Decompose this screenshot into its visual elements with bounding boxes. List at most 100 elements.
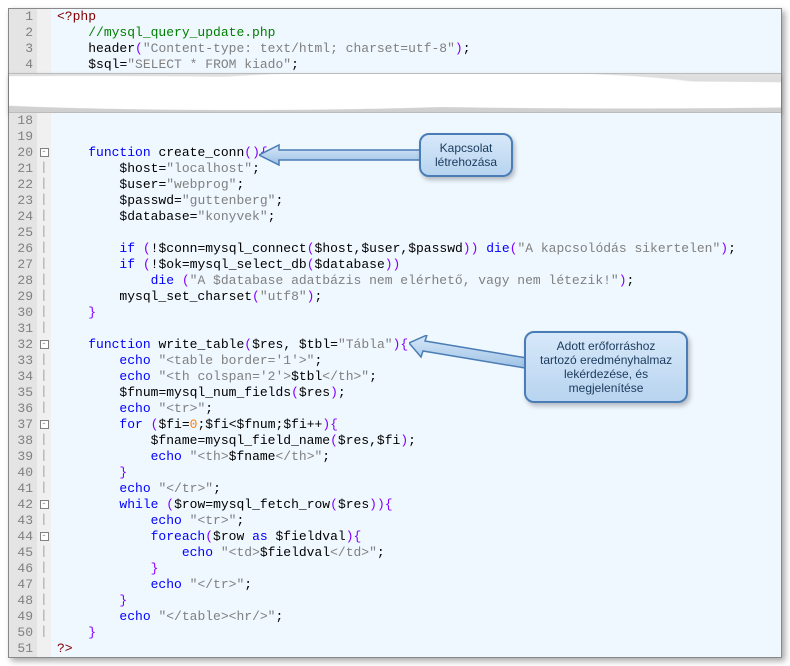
code-text: echo "<td>$fieldval</td>"; (51, 545, 781, 561)
fold-gutter: │ (37, 225, 51, 241)
code-line: 4 $sql="SELECT * FROM kiado"; (9, 57, 781, 73)
code-line: 23│ $passwd="guttenberg"; (9, 193, 781, 209)
code-text: } (51, 561, 781, 577)
callout-arrow-2 (409, 335, 539, 375)
fold-gutter: │ (37, 401, 51, 417)
code-text: die ("A $database adatbázis nem elérhető… (51, 273, 781, 289)
code-text: //mysql_query_update.php (51, 25, 781, 41)
code-line: 18 (9, 113, 781, 129)
line-number: 44 (9, 529, 37, 545)
line-number: 35 (9, 385, 37, 401)
code-text: foreach($row as $fieldval){ (51, 529, 781, 545)
line-number: 30 (9, 305, 37, 321)
line-number: 45 (9, 545, 37, 561)
callout-connection: Kapcsolat létrehozása (419, 133, 513, 177)
code-text: <?php (51, 9, 781, 25)
fold-gutter: │ (37, 577, 51, 593)
fold-gutter: │ (37, 481, 51, 497)
line-number: 27 (9, 257, 37, 273)
code-line: 38│ $fname=mysql_field_name($res,$fi); (9, 433, 781, 449)
line-number: 32 (9, 337, 37, 353)
callout-write-table: Adott erőforráshoz tartozó eredményhalma… (524, 331, 688, 403)
code-line: 37- for ($fi=0;$fi<$fnum;$fi++){ (9, 417, 781, 433)
code-line: 24│ $database="konyvek"; (9, 209, 781, 225)
code-text: echo "<tr>"; (51, 513, 781, 529)
fold-gutter[interactable]: - (37, 497, 51, 513)
code-line: 28│ die ("A $database adatbázis nem elér… (9, 273, 781, 289)
fold-gutter[interactable]: - (37, 417, 51, 433)
fold-gutter: │ (37, 433, 51, 449)
fold-gutter[interactable]: - (37, 529, 51, 545)
fold-toggle-icon[interactable]: - (40, 500, 49, 509)
fold-gutter: │ (37, 545, 51, 561)
fold-gutter (37, 113, 51, 129)
line-number: 23 (9, 193, 37, 209)
code-line: 22│ $user="webprog"; (9, 177, 781, 193)
fold-toggle-icon[interactable]: - (40, 148, 49, 157)
callout-text: megjelenítése (569, 381, 644, 395)
fold-toggle-icon[interactable]: - (40, 420, 49, 429)
callout-text: létrehozása (435, 155, 497, 169)
fold-gutter[interactable]: - (37, 145, 51, 161)
line-number: 38 (9, 433, 37, 449)
code-block-top: 1<?php2 //mysql_query_update.php3 header… (9, 9, 781, 73)
line-number: 25 (9, 225, 37, 241)
code-text: $database="konyvek"; (51, 209, 781, 225)
code-line: 45│ echo "<td>$fieldval</td>"; (9, 545, 781, 561)
fold-gutter: │ (37, 369, 51, 385)
code-text: header("Content-type: text/html; charset… (51, 41, 781, 57)
line-number: 22 (9, 177, 37, 193)
callout-arrow-1 (259, 141, 429, 175)
line-number: 49 (9, 609, 37, 625)
code-text: $sql="SELECT * FROM kiado"; (51, 57, 781, 73)
line-number: 50 (9, 625, 37, 641)
code-line: 49│ echo "</table><hr/>"; (9, 609, 781, 625)
fold-gutter (37, 57, 51, 73)
line-number: 1 (9, 9, 37, 25)
fold-gutter[interactable]: - (37, 337, 51, 353)
fold-gutter: │ (37, 449, 51, 465)
fold-toggle-icon[interactable]: - (40, 340, 49, 349)
code-line: 39│ echo "<th>$fname</th>"; (9, 449, 781, 465)
fold-gutter: │ (37, 161, 51, 177)
line-number: 41 (9, 481, 37, 497)
code-text: echo "</tr>"; (51, 481, 781, 497)
line-number: 34 (9, 369, 37, 385)
code-text (51, 113, 781, 129)
fold-gutter (37, 9, 51, 25)
code-text: echo "<tr>"; (51, 401, 781, 417)
callout-text: Adott erőforráshoz (557, 339, 656, 353)
code-text (51, 225, 781, 241)
fold-gutter: │ (37, 385, 51, 401)
code-line: 50│ } (9, 625, 781, 641)
line-number: 48 (9, 593, 37, 609)
code-line: 1 <?php (9, 9, 781, 25)
line-number: 2 (9, 25, 37, 41)
code-text: ?> (51, 641, 781, 657)
line-number: 51 (9, 641, 37, 657)
code-text: } (51, 625, 781, 641)
fold-gutter: │ (37, 321, 51, 337)
code-line: 44- foreach($row as $fieldval){ (9, 529, 781, 545)
code-text: $passwd="guttenberg"; (51, 193, 781, 209)
line-number: 40 (9, 465, 37, 481)
fold-gutter: │ (37, 257, 51, 273)
code-text: for ($fi=0;$fi<$fnum;$fi++){ (51, 417, 781, 433)
fold-gutter: │ (37, 177, 51, 193)
line-number: 46 (9, 561, 37, 577)
code-line: 41│ echo "</tr>"; (9, 481, 781, 497)
fold-gutter: │ (37, 593, 51, 609)
code-line: 25│ (9, 225, 781, 241)
code-text: if (!$ok=mysql_select_db($database)) (51, 257, 781, 273)
line-number: 33 (9, 353, 37, 369)
code-line: 43│ echo "<tr>"; (9, 513, 781, 529)
fold-gutter (37, 25, 51, 41)
code-text: $fname=mysql_field_name($res,$fi); (51, 433, 781, 449)
fold-gutter: │ (37, 305, 51, 321)
code-text: echo "<th>$fname</th>"; (51, 449, 781, 465)
code-line: 40│ } (9, 465, 781, 481)
code-text: if (!$conn=mysql_connect($host,$user,$pa… (51, 241, 781, 257)
fold-toggle-icon[interactable]: - (40, 532, 49, 541)
fold-gutter: │ (37, 561, 51, 577)
code-line: 27│ if (!$ok=mysql_select_db($database)) (9, 257, 781, 273)
